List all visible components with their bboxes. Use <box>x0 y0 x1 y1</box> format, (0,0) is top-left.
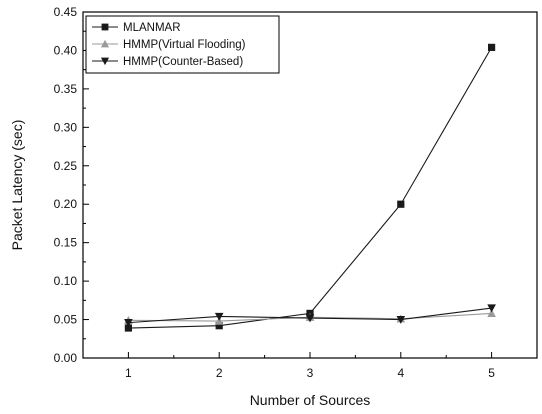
y-tick-label: 0.10 <box>54 274 78 288</box>
y-tick-label: 0.20 <box>54 197 78 211</box>
legend-label: MLANMAR <box>123 22 181 34</box>
x-tick-label: 5 <box>488 366 495 380</box>
x-axis-title: Number of Sources <box>250 392 371 408</box>
x-tick-label: 3 <box>307 366 314 380</box>
y-tick-label: 0.15 <box>54 236 78 250</box>
x-tick-label: 1 <box>125 366 132 380</box>
legend-box <box>85 15 280 74</box>
y-tick-label: 0.40 <box>54 43 78 57</box>
y-tick-label: 0.35 <box>54 82 78 96</box>
marker-triangle-down <box>214 312 224 321</box>
x-tick-label: 4 <box>397 366 404 380</box>
y-axis: 0.00 0.05 0.10 0.15 0.20 0.25 0.30 0.35 0.40 0.45 <box>54 5 89 365</box>
marker-triangle-down <box>487 304 496 313</box>
legend-entry: MLANMAR <box>92 22 181 34</box>
legend-entry: HMMP(Counter-Based) <box>92 56 243 68</box>
series-layer <box>124 43 496 332</box>
marker-triangle-down <box>124 319 133 327</box>
marker-triangle-down <box>100 57 110 66</box>
y-tick-label: 0.05 <box>54 313 78 327</box>
legend: MLANMAR HMMP(Virtual Flooding) HMMP(Counte… <box>85 15 280 74</box>
x-axis: 1 2 3 4 5 <box>82 352 538 380</box>
marker-square <box>101 23 109 31</box>
series-triangle-down <box>124 304 496 327</box>
y-tick-label: 0.30 <box>54 120 78 134</box>
legend-label: HMMP(Virtual Flooding) <box>123 39 246 51</box>
marker-triangle-up <box>100 39 110 48</box>
series-line <box>128 47 493 329</box>
series-square <box>124 43 496 332</box>
marker-square <box>488 43 496 51</box>
marker-triangle-down <box>396 315 406 324</box>
marker-square <box>124 324 132 332</box>
marker-square <box>397 200 405 208</box>
marker-square <box>215 322 223 330</box>
x-tick-label: 2 <box>216 366 223 380</box>
y-tick-label: 0.45 <box>54 5 78 19</box>
marker-triangle-up <box>487 309 496 318</box>
legend-label: HMMP(Counter-Based) <box>123 56 243 68</box>
marker-triangle-down <box>305 314 315 323</box>
y-tick-label: 0.25 <box>54 159 78 173</box>
y-tick-label: 0.00 <box>54 351 78 365</box>
legend-entry: HMMP(Virtual Flooding) <box>92 39 246 51</box>
y-axis-title: Packet Latency (sec) <box>9 120 25 251</box>
